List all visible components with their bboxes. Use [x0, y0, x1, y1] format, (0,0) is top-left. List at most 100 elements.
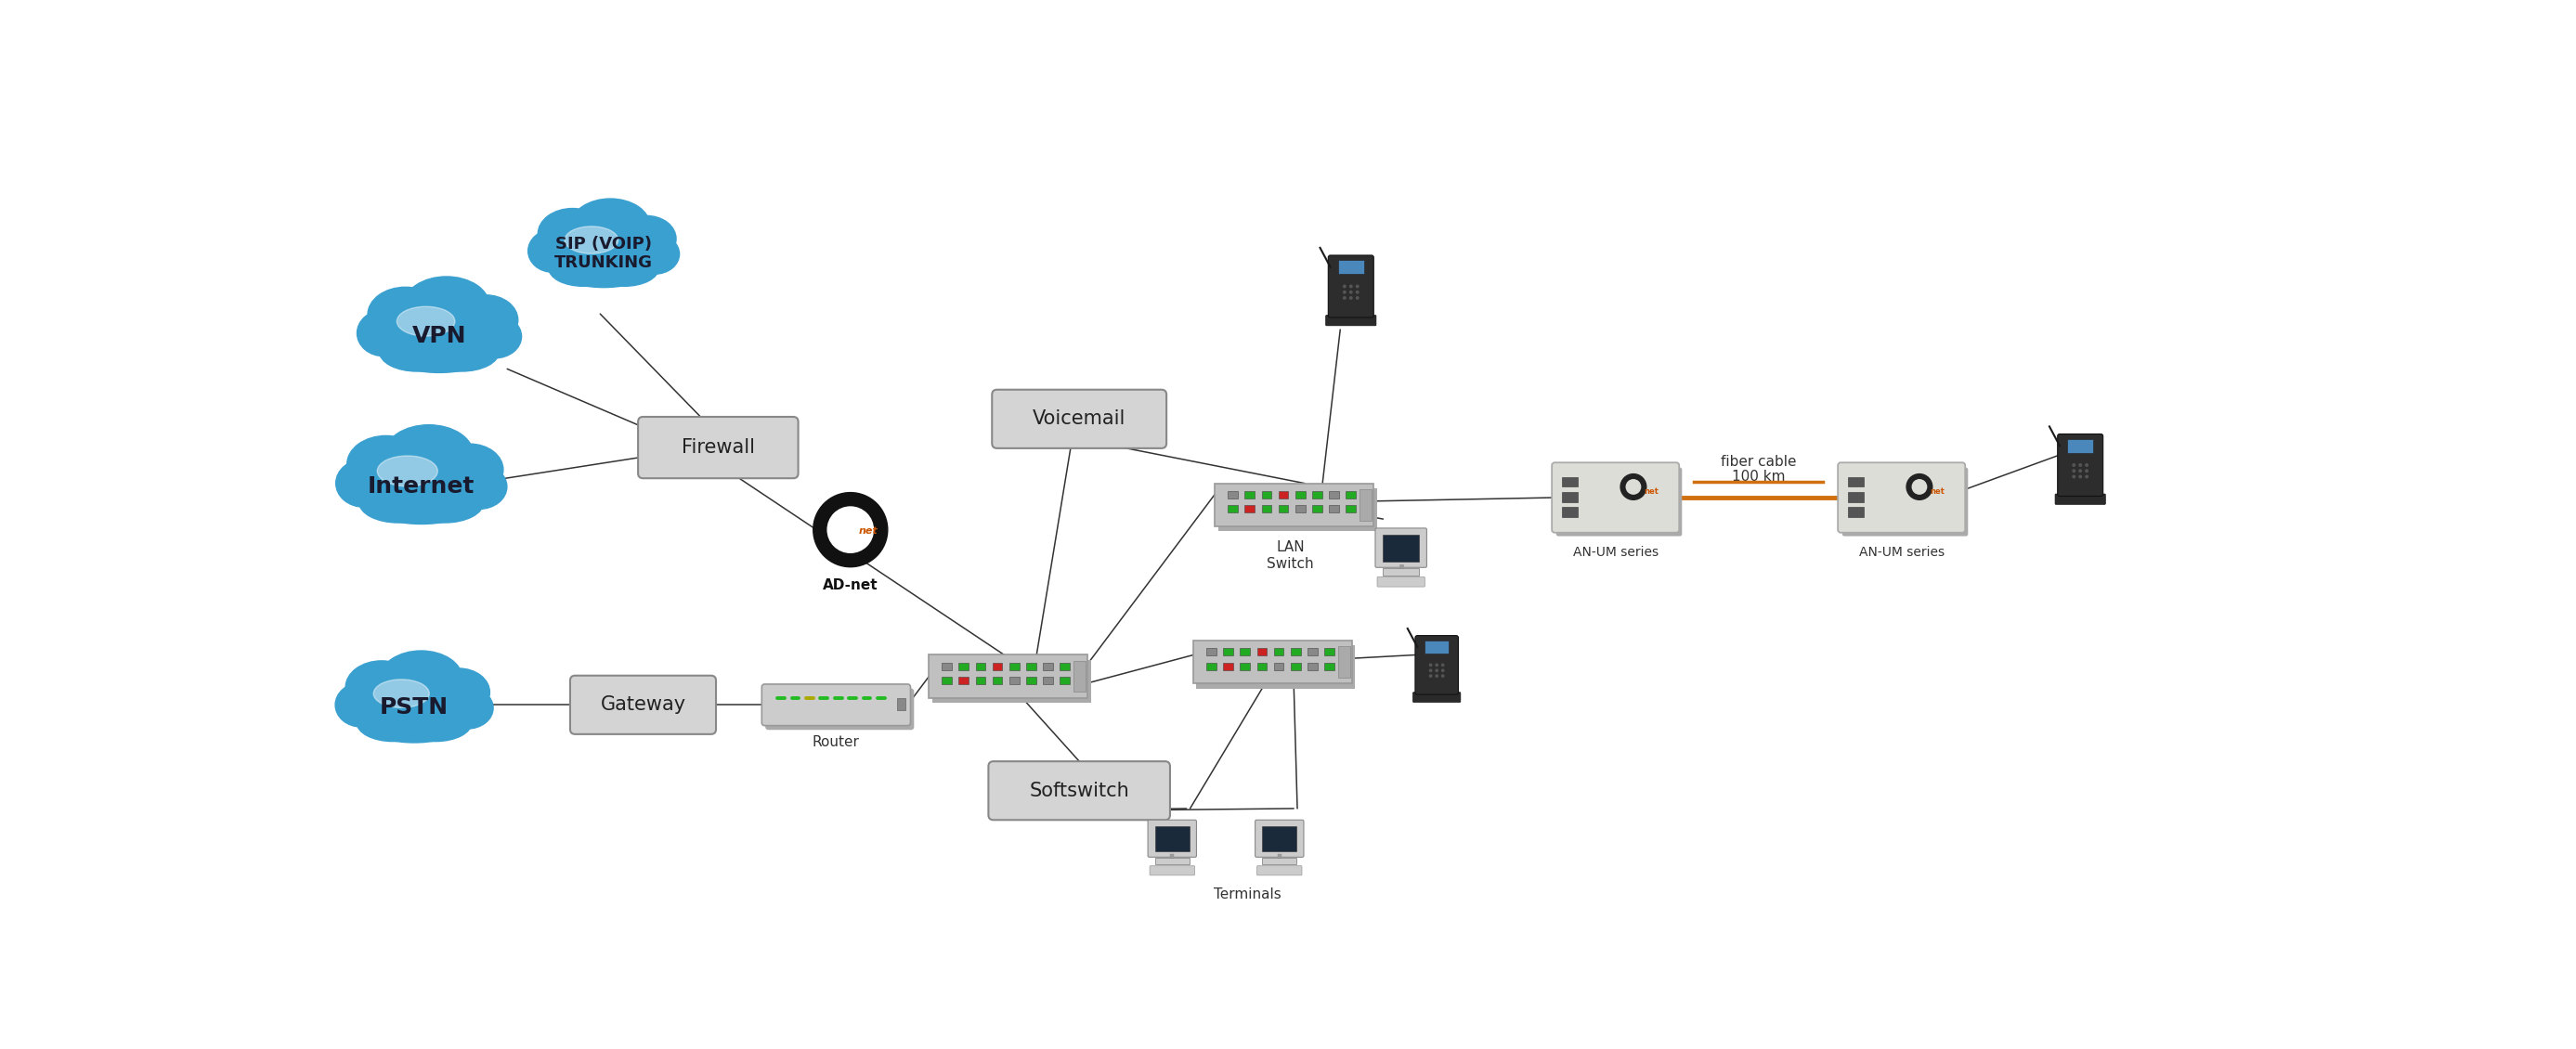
Bar — [1229, 491, 1239, 498]
FancyBboxPatch shape — [1327, 316, 1376, 325]
FancyBboxPatch shape — [992, 389, 1167, 448]
Bar — [1345, 491, 1355, 498]
Ellipse shape — [358, 481, 438, 522]
Text: Voicemail: Voicemail — [1033, 410, 1126, 428]
Ellipse shape — [435, 444, 502, 495]
FancyBboxPatch shape — [1218, 488, 1376, 531]
Ellipse shape — [440, 687, 492, 729]
Text: 100 km: 100 km — [1731, 469, 1785, 484]
Bar — [1059, 677, 1069, 684]
Text: net: net — [1929, 488, 1945, 496]
Text: Softswitch: Softswitch — [1030, 782, 1128, 800]
Bar — [1383, 535, 1419, 562]
Bar — [1278, 491, 1288, 498]
Ellipse shape — [399, 704, 471, 742]
Bar — [1229, 506, 1239, 513]
FancyBboxPatch shape — [1551, 463, 1680, 533]
Bar — [1847, 492, 1862, 501]
Bar — [943, 677, 953, 684]
Text: SIP (VOIP)
TRUNKING: SIP (VOIP) TRUNKING — [554, 235, 652, 272]
Circle shape — [1620, 474, 1646, 499]
Bar — [1239, 648, 1249, 656]
Bar — [1224, 663, 1234, 670]
Bar — [1329, 491, 1340, 498]
Ellipse shape — [335, 683, 386, 727]
Bar — [1296, 491, 1306, 498]
Text: Terminals: Terminals — [1213, 887, 1280, 901]
Bar — [1345, 506, 1355, 513]
Bar — [1206, 648, 1216, 656]
Bar — [1847, 477, 1862, 487]
Bar — [1257, 648, 1267, 656]
FancyBboxPatch shape — [1255, 820, 1303, 857]
Text: LAN
Switch: LAN Switch — [1267, 540, 1314, 571]
FancyBboxPatch shape — [1257, 865, 1301, 875]
Bar — [1025, 677, 1036, 684]
Ellipse shape — [425, 331, 500, 371]
Ellipse shape — [379, 331, 453, 371]
Text: Internet: Internet — [368, 475, 474, 497]
Text: AD-net: AD-net — [822, 578, 878, 593]
Ellipse shape — [376, 455, 438, 487]
FancyBboxPatch shape — [1329, 255, 1373, 318]
Circle shape — [814, 493, 889, 566]
Ellipse shape — [528, 230, 577, 273]
Text: Firewall: Firewall — [683, 438, 755, 456]
Bar — [1425, 640, 1448, 654]
Ellipse shape — [404, 277, 489, 335]
Ellipse shape — [538, 209, 608, 259]
Ellipse shape — [345, 667, 482, 743]
Circle shape — [1906, 474, 1932, 499]
Bar — [1010, 677, 1020, 684]
Bar — [1337, 260, 1363, 274]
Text: Gateway: Gateway — [600, 695, 685, 714]
Bar — [1025, 663, 1036, 670]
Bar — [1154, 857, 1190, 864]
Ellipse shape — [374, 680, 430, 708]
Ellipse shape — [384, 425, 474, 485]
Bar — [1847, 507, 1862, 517]
FancyBboxPatch shape — [1842, 468, 1968, 536]
FancyBboxPatch shape — [927, 655, 1087, 698]
Ellipse shape — [368, 294, 510, 372]
Bar — [1074, 661, 1084, 692]
Text: PSTN: PSTN — [379, 697, 448, 719]
FancyBboxPatch shape — [2056, 494, 2105, 505]
FancyBboxPatch shape — [1378, 577, 1425, 586]
Bar — [1273, 663, 1283, 670]
Bar — [1244, 506, 1255, 513]
FancyBboxPatch shape — [1414, 692, 1461, 702]
Bar — [1291, 648, 1301, 656]
Ellipse shape — [348, 443, 495, 524]
Bar — [1561, 492, 1577, 501]
FancyBboxPatch shape — [569, 676, 716, 734]
Bar — [1262, 827, 1296, 852]
FancyBboxPatch shape — [2058, 434, 2102, 496]
Text: net: net — [858, 527, 878, 536]
Bar — [1337, 646, 1350, 678]
FancyBboxPatch shape — [639, 416, 799, 478]
Bar — [1291, 663, 1301, 670]
FancyBboxPatch shape — [765, 688, 914, 730]
Bar — [1383, 568, 1419, 575]
Bar — [1309, 663, 1316, 670]
Bar — [1043, 663, 1054, 670]
Bar — [1257, 663, 1267, 670]
FancyBboxPatch shape — [1556, 468, 1682, 536]
Ellipse shape — [379, 650, 461, 706]
Ellipse shape — [397, 306, 456, 336]
FancyBboxPatch shape — [989, 762, 1170, 820]
Ellipse shape — [549, 250, 618, 286]
Bar — [1224, 648, 1234, 656]
Bar — [943, 663, 953, 670]
Bar — [1561, 477, 1577, 487]
Text: Router: Router — [811, 735, 860, 749]
Ellipse shape — [451, 465, 507, 509]
Bar — [1561, 507, 1577, 517]
Ellipse shape — [335, 459, 392, 507]
FancyBboxPatch shape — [1193, 641, 1352, 684]
Bar — [896, 698, 907, 710]
Bar — [1360, 489, 1370, 520]
FancyBboxPatch shape — [1376, 528, 1427, 568]
Bar — [1311, 506, 1321, 513]
